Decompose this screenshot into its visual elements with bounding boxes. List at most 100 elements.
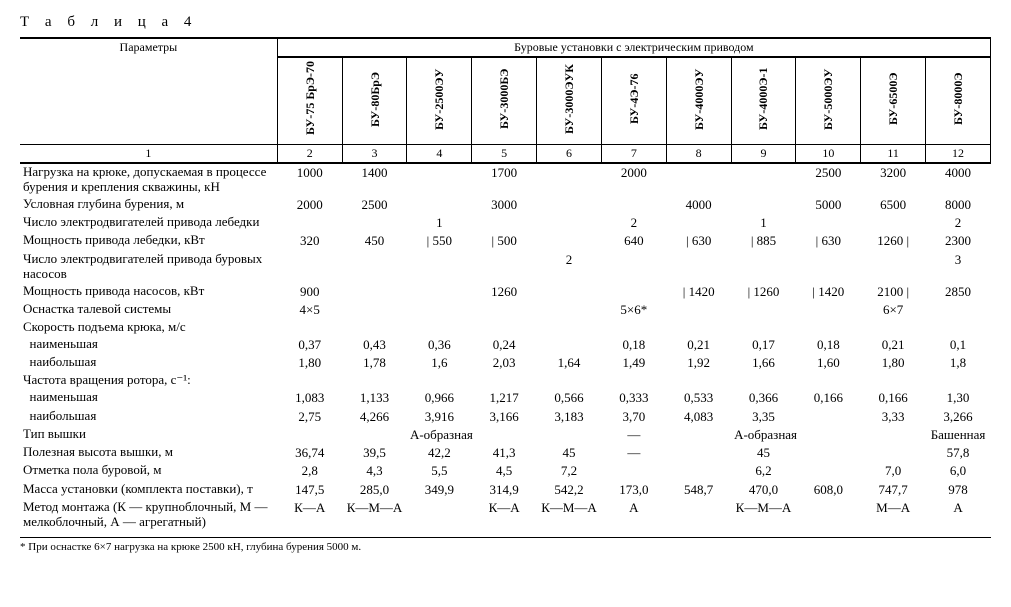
cell [666, 372, 731, 389]
cell: | 550 [407, 232, 472, 250]
cell: К—М—А [537, 499, 602, 531]
cell [666, 444, 731, 462]
col-number: 3 [342, 145, 407, 164]
cell: 4×5 [277, 301, 342, 319]
cell: | 1420 [666, 283, 731, 301]
cell [796, 408, 861, 426]
cell [796, 251, 861, 283]
row-label: наибольшая [20, 408, 277, 426]
cell: 0,37 [277, 336, 342, 354]
cell: 41,3 [472, 444, 537, 462]
cell [537, 372, 602, 389]
cell: 349,9 [407, 481, 472, 499]
row-label: Скорость подъема крюка, м/с [20, 319, 277, 336]
cell: 6,0 [926, 462, 991, 480]
cell [537, 232, 602, 250]
cell [537, 319, 602, 336]
row-label: Нагрузка на крюке, допускае­мая в процес… [20, 163, 277, 196]
cell [537, 214, 602, 232]
cell [796, 499, 861, 531]
cell: 4,5 [472, 462, 537, 480]
col-header: БУ-3000ЭУК [537, 57, 602, 145]
cell: 1,217 [472, 389, 537, 407]
cell: К—А [277, 499, 342, 531]
cell [407, 283, 472, 301]
cell: 3,166 [472, 408, 537, 426]
table-row: наименьшая0,370,430,360,240,180,210,170,… [20, 336, 991, 354]
cell [926, 319, 991, 336]
col-number: 1 [20, 145, 277, 164]
cell: 1,80 [861, 354, 926, 372]
cell [796, 444, 861, 462]
cell: 5000 [796, 196, 861, 214]
cell: 4,3 [342, 462, 407, 480]
col-number: 4 [407, 145, 472, 164]
cell [277, 251, 342, 283]
cell: А [926, 499, 991, 531]
cell [277, 319, 342, 336]
col-header: БУ-4000ЭУ [666, 57, 731, 145]
cell [407, 319, 472, 336]
col-number: 8 [666, 145, 731, 164]
table-row: Мощность привода лебедки, кВт320450| 550… [20, 232, 991, 250]
row-label: Число электродвигателей при­вода лебедки [20, 214, 277, 232]
cell: 1,083 [277, 389, 342, 407]
cell: | 885 [731, 232, 796, 250]
cell: — [601, 444, 666, 462]
cell: 36,74 [277, 444, 342, 462]
cell: 1,92 [666, 354, 731, 372]
cell: 1260 | [861, 232, 926, 250]
super-header: Буровые установки с электрическим привод… [277, 38, 990, 57]
cell [537, 336, 602, 354]
cell: 2 [926, 214, 991, 232]
row-label: Мощность привода лебедки, кВт [20, 232, 277, 250]
cell [601, 196, 666, 214]
cell: 747,7 [861, 481, 926, 499]
col-header: БУ-4Э-76 [601, 57, 666, 145]
cell [601, 462, 666, 480]
table-row: Отметка пола буровой, м2,84,35,54,57,26,… [20, 462, 991, 480]
cell: 2850 [926, 283, 991, 301]
cell: 0,21 [861, 336, 926, 354]
cell: 0,36 [407, 336, 472, 354]
cell: 2500 [342, 196, 407, 214]
row-label: наибольшая [20, 354, 277, 372]
cell: 6500 [861, 196, 926, 214]
cell: 608,0 [796, 481, 861, 499]
cell: 2100 | [861, 283, 926, 301]
cell: 0,166 [861, 389, 926, 407]
cell: 978 [926, 481, 991, 499]
cell: 0,566 [537, 389, 602, 407]
cell: 0,18 [601, 336, 666, 354]
cell [926, 301, 991, 319]
cell: 42,2 [407, 444, 472, 462]
cell: 4,083 [666, 408, 731, 426]
cell [472, 372, 537, 389]
table-row: Частота вращения ротора, с⁻¹: [20, 372, 991, 389]
cell [407, 196, 472, 214]
cell: 3200 [861, 163, 926, 196]
row-label: Мощность привода насосов, кВт [20, 283, 277, 301]
cell: 0,966 [407, 389, 472, 407]
cell [342, 214, 407, 232]
col-number: 10 [796, 145, 861, 164]
cell [666, 499, 731, 531]
row-label: Число электродвигателей при­вода буровых… [20, 251, 277, 283]
cell: 0,18 [796, 336, 861, 354]
col-number: 9 [731, 145, 796, 164]
table-row: наименьшая1,0831,1330,9661,2170,5660,333… [20, 389, 991, 407]
col-header: БУ-3000БЭ [472, 57, 537, 145]
cell: 2 [537, 251, 602, 283]
row-label: наименьшая [20, 336, 277, 354]
cell: 2,75 [277, 408, 342, 426]
cell: 0,1 [926, 336, 991, 354]
cell: К—М—А [731, 499, 796, 531]
cell: 450 [342, 232, 407, 250]
cell: 640 [601, 232, 666, 250]
cell [796, 319, 861, 336]
row-label: Оснастка талевой системы [20, 301, 277, 319]
cell: 4000 [926, 163, 991, 196]
cell: 4000 [666, 196, 731, 214]
cell: | 630 [666, 232, 731, 250]
cell: 542,2 [537, 481, 602, 499]
